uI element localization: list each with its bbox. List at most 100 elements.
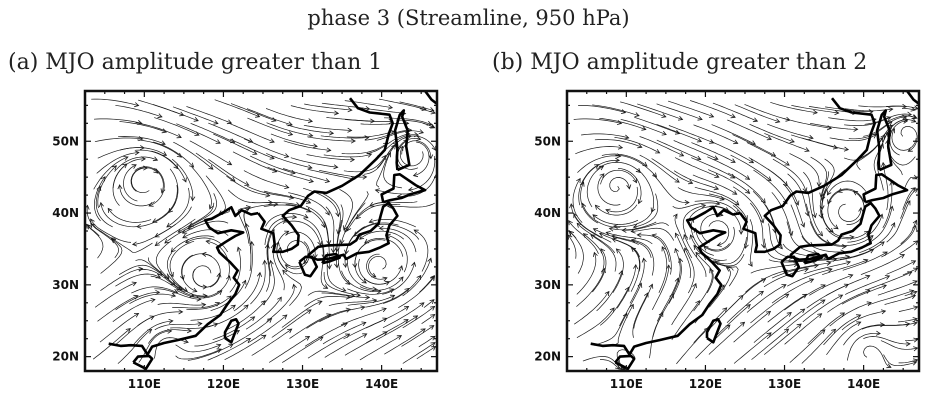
streamline-arrow [912, 280, 918, 285]
streamline-arrow [387, 104, 394, 110]
streamline [195, 152, 236, 182]
streamline [155, 218, 196, 246]
streamline [592, 214, 639, 225]
streamline-arrow [288, 194, 295, 200]
streamline [683, 234, 707, 277]
streamline [266, 122, 313, 137]
streamline [859, 222, 895, 254]
streamline-arrow [592, 228, 599, 233]
streamline [676, 327, 709, 365]
coastline-segment [875, 109, 893, 172]
streamline-arrow [292, 283, 297, 289]
panel-a-streamlines [85, 98, 437, 364]
streamline [596, 270, 623, 312]
streamline-arrow [865, 274, 871, 280]
streamline-arrow [633, 263, 639, 270]
panel-b-ticks [567, 91, 919, 371]
streamline [807, 312, 845, 345]
streamline-arrow [244, 208, 250, 213]
streamline [375, 223, 420, 240]
streamline-arrow [141, 156, 147, 162]
streamline-arrow [759, 218, 765, 224]
streamline-arrow [252, 150, 258, 155]
streamline [245, 223, 252, 272]
streamline-arrow [272, 168, 278, 173]
streamline [843, 324, 885, 346]
streamline [397, 140, 419, 170]
streamline [191, 275, 230, 298]
streamline [826, 321, 861, 356]
streamline-arrow [333, 164, 339, 170]
streamline [827, 249, 874, 262]
streamline-arrow [350, 157, 356, 163]
streamline [419, 108, 436, 114]
streamline-arrow [333, 110, 340, 116]
streamline-arrow [601, 267, 606, 274]
streamline-arrow [734, 200, 740, 206]
streamline [784, 284, 826, 311]
streamline [176, 123, 221, 144]
streamline [656, 103, 703, 120]
streamline [656, 123, 702, 142]
streamline [613, 207, 654, 227]
streamline-arrow [655, 148, 661, 154]
streamline [136, 201, 177, 228]
streamline [285, 203, 326, 228]
streamline-arrow [125, 328, 131, 333]
streamline [386, 234, 408, 273]
streamline-arrow [208, 204, 214, 210]
streamline-arrow [674, 232, 680, 238]
streamline [379, 98, 426, 110]
streamline-arrow [804, 147, 810, 152]
streamline [715, 237, 747, 265]
streamline [733, 332, 772, 364]
streamline-arrow [600, 248, 606, 254]
streamline-arrow [244, 181, 250, 186]
streamline [130, 167, 159, 192]
streamline-arrow [161, 151, 168, 156]
streamline [290, 105, 339, 114]
streamline [711, 124, 756, 145]
streamline [247, 314, 288, 344]
streamline [700, 213, 723, 244]
streamline [733, 311, 771, 343]
streamline [208, 159, 249, 186]
streamline [649, 312, 664, 359]
streamline [656, 139, 701, 160]
streamline [97, 165, 117, 209]
streamline [398, 276, 435, 309]
streamline [423, 299, 435, 308]
streamline-arrow [205, 239, 211, 245]
streamline [783, 262, 831, 273]
streamline [213, 133, 257, 155]
streamline-arrow [420, 328, 426, 334]
streamline-arrow [344, 333, 351, 339]
streamline-arrow [216, 348, 222, 353]
streamline-arrow [303, 259, 309, 265]
streamline [86, 224, 104, 259]
streamline-arrow [160, 188, 166, 194]
streamline [359, 335, 402, 361]
panel-b-lon-label-140e: 140E [847, 377, 880, 391]
streamline-arrow [363, 238, 370, 244]
streamline-arrow [307, 118, 314, 124]
streamline-arrow [629, 303, 634, 309]
streamline [727, 119, 772, 140]
streamline [119, 121, 167, 133]
streamline-arrow [740, 321, 746, 327]
streamline-arrow [403, 319, 409, 324]
streamline-arrow [609, 307, 615, 313]
streamline-arrow [282, 314, 288, 320]
streamline-arrow [398, 145, 404, 151]
streamline [576, 307, 615, 339]
streamline [695, 252, 714, 294]
streamline [616, 264, 637, 309]
streamline-arrow [277, 296, 282, 302]
streamline-arrow [403, 306, 410, 311]
streamline-arrow [794, 200, 800, 206]
streamline-arrow [745, 188, 751, 194]
streamline [825, 227, 869, 240]
streamline [229, 123, 275, 143]
streamline-arrow [661, 113, 667, 118]
streamline-arrow [226, 295, 232, 301]
